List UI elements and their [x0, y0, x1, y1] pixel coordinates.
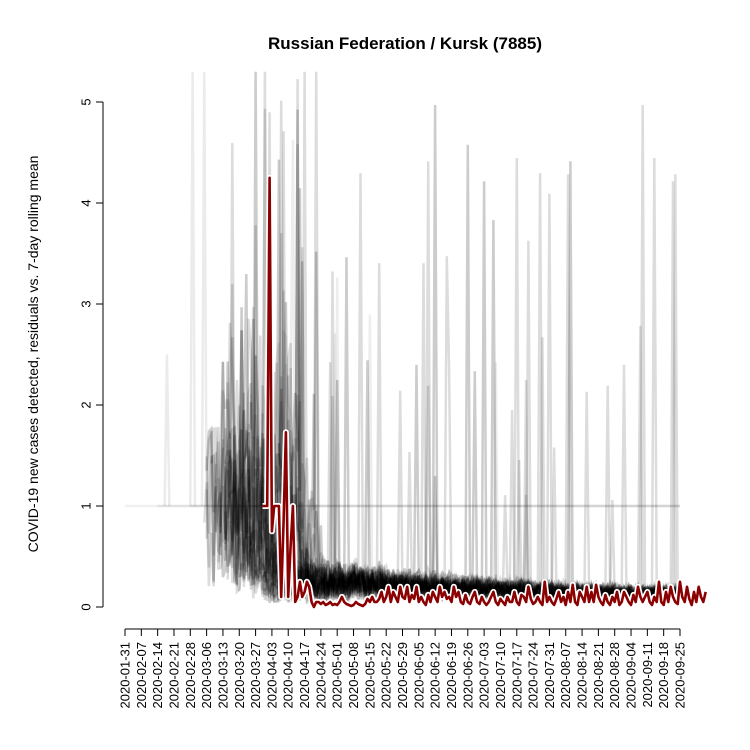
x-tick-label: 2020-05-01 — [330, 642, 345, 709]
y-tick-label: 0 — [79, 603, 94, 610]
x-tick-label: 2020-07-10 — [493, 642, 508, 709]
background-series-line — [254, 157, 682, 605]
background-series-line — [275, 71, 681, 604]
x-tick-label: 2020-06-19 — [444, 642, 459, 709]
background-series-line — [200, 71, 208, 507]
x-tick-label: 2020-05-15 — [362, 642, 377, 709]
x-tick-label: 2020-06-26 — [460, 642, 475, 709]
y-axis-label: COVID-19 new cases detected, residuals v… — [25, 156, 41, 553]
y-axis: 0 1 2 3 4 5 — [79, 98, 104, 611]
x-tick-label: 2020-09-11 — [640, 642, 655, 708]
background-series-line — [254, 157, 682, 605]
x-axis: 2020-01-31 2020-02-07 2020-02-14 2020-02-21… — [118, 628, 688, 709]
background-series-line — [268, 451, 682, 604]
x-tick-label: 2020-09-04 — [624, 642, 639, 709]
x-tick-label: 2020-08-07 — [558, 642, 573, 709]
background-series-line — [235, 71, 682, 606]
x-tick-label: 2020-09-25 — [673, 642, 688, 709]
x-tick-label: 2020-03-06 — [199, 642, 214, 709]
x-tick-label: 2020-03-27 — [248, 642, 263, 709]
x-tick-label: 2020-06-12 — [428, 642, 443, 709]
background-series-line — [226, 71, 681, 605]
background-series-line — [226, 71, 681, 605]
background-series-line — [163, 354, 171, 507]
background-series-line — [256, 159, 682, 607]
x-tick-label: 2020-04-17 — [297, 642, 312, 709]
x-tick-label: 2020-02-14 — [150, 642, 165, 709]
x-tick-label: 2020-05-08 — [346, 642, 361, 709]
background-series-line — [256, 159, 682, 607]
highlight-series-line — [262, 176, 707, 609]
x-tick-label: 2020-02-07 — [134, 642, 149, 709]
chart-title: Russian Federation / Kursk (7885) — [268, 34, 542, 53]
background-series-line — [226, 71, 681, 605]
x-tick-label: 2020-08-28 — [607, 642, 622, 709]
background-series-line — [263, 376, 682, 606]
highlight-series-layer — [261, 174, 709, 610]
y-tick-label: 4 — [79, 199, 94, 206]
x-tick-label: 2020-04-24 — [313, 642, 328, 709]
y-tick-label: 2 — [79, 401, 94, 408]
background-series-line — [268, 451, 682, 604]
background-series-line — [235, 71, 682, 606]
x-tick-label: 2020-03-20 — [232, 642, 247, 709]
x-tick-label: 2020-05-29 — [395, 642, 410, 709]
y-tick-label: 1 — [79, 502, 94, 509]
x-tick-label: 2020-02-21 — [166, 642, 181, 709]
background-series-line — [254, 263, 682, 605]
background-series-line — [254, 263, 682, 605]
background-series-line — [256, 159, 682, 607]
x-tick-label: 2020-04-10 — [281, 642, 296, 709]
x-tick-label: 2020-08-14 — [575, 642, 590, 709]
background-series-line — [263, 100, 682, 606]
background-series-line — [275, 71, 681, 604]
background-series-layer — [125, 71, 682, 607]
x-tick-label: 2020-03-13 — [215, 642, 230, 709]
background-series-line — [231, 382, 682, 606]
x-tick-label: 2020-02-28 — [183, 642, 198, 709]
x-tick-label: 2020-08-21 — [591, 642, 606, 709]
background-series-line — [263, 376, 682, 606]
y-tick-label: 3 — [79, 300, 94, 307]
x-tick-label: 2020-09-18 — [656, 642, 671, 709]
x-tick-label: 2020-04-03 — [264, 642, 279, 709]
x-tick-label: 2020-06-05 — [411, 642, 426, 709]
x-tick-label: 2020-07-03 — [477, 642, 492, 709]
background-series-line — [277, 173, 681, 605]
x-tick-label: 2020-07-24 — [526, 642, 541, 709]
y-tick-label: 5 — [79, 98, 94, 105]
x-tick-label: 2020-07-17 — [509, 642, 524, 709]
background-series-line — [277, 173, 681, 605]
background-series-line — [231, 382, 682, 606]
x-tick-label: 2020-07-31 — [542, 642, 557, 709]
background-series-line — [189, 71, 197, 507]
x-tick-label: 2020-01-31 — [118, 642, 133, 709]
x-tick-label: 2020-05-22 — [379, 642, 394, 709]
background-series-line — [263, 100, 682, 606]
